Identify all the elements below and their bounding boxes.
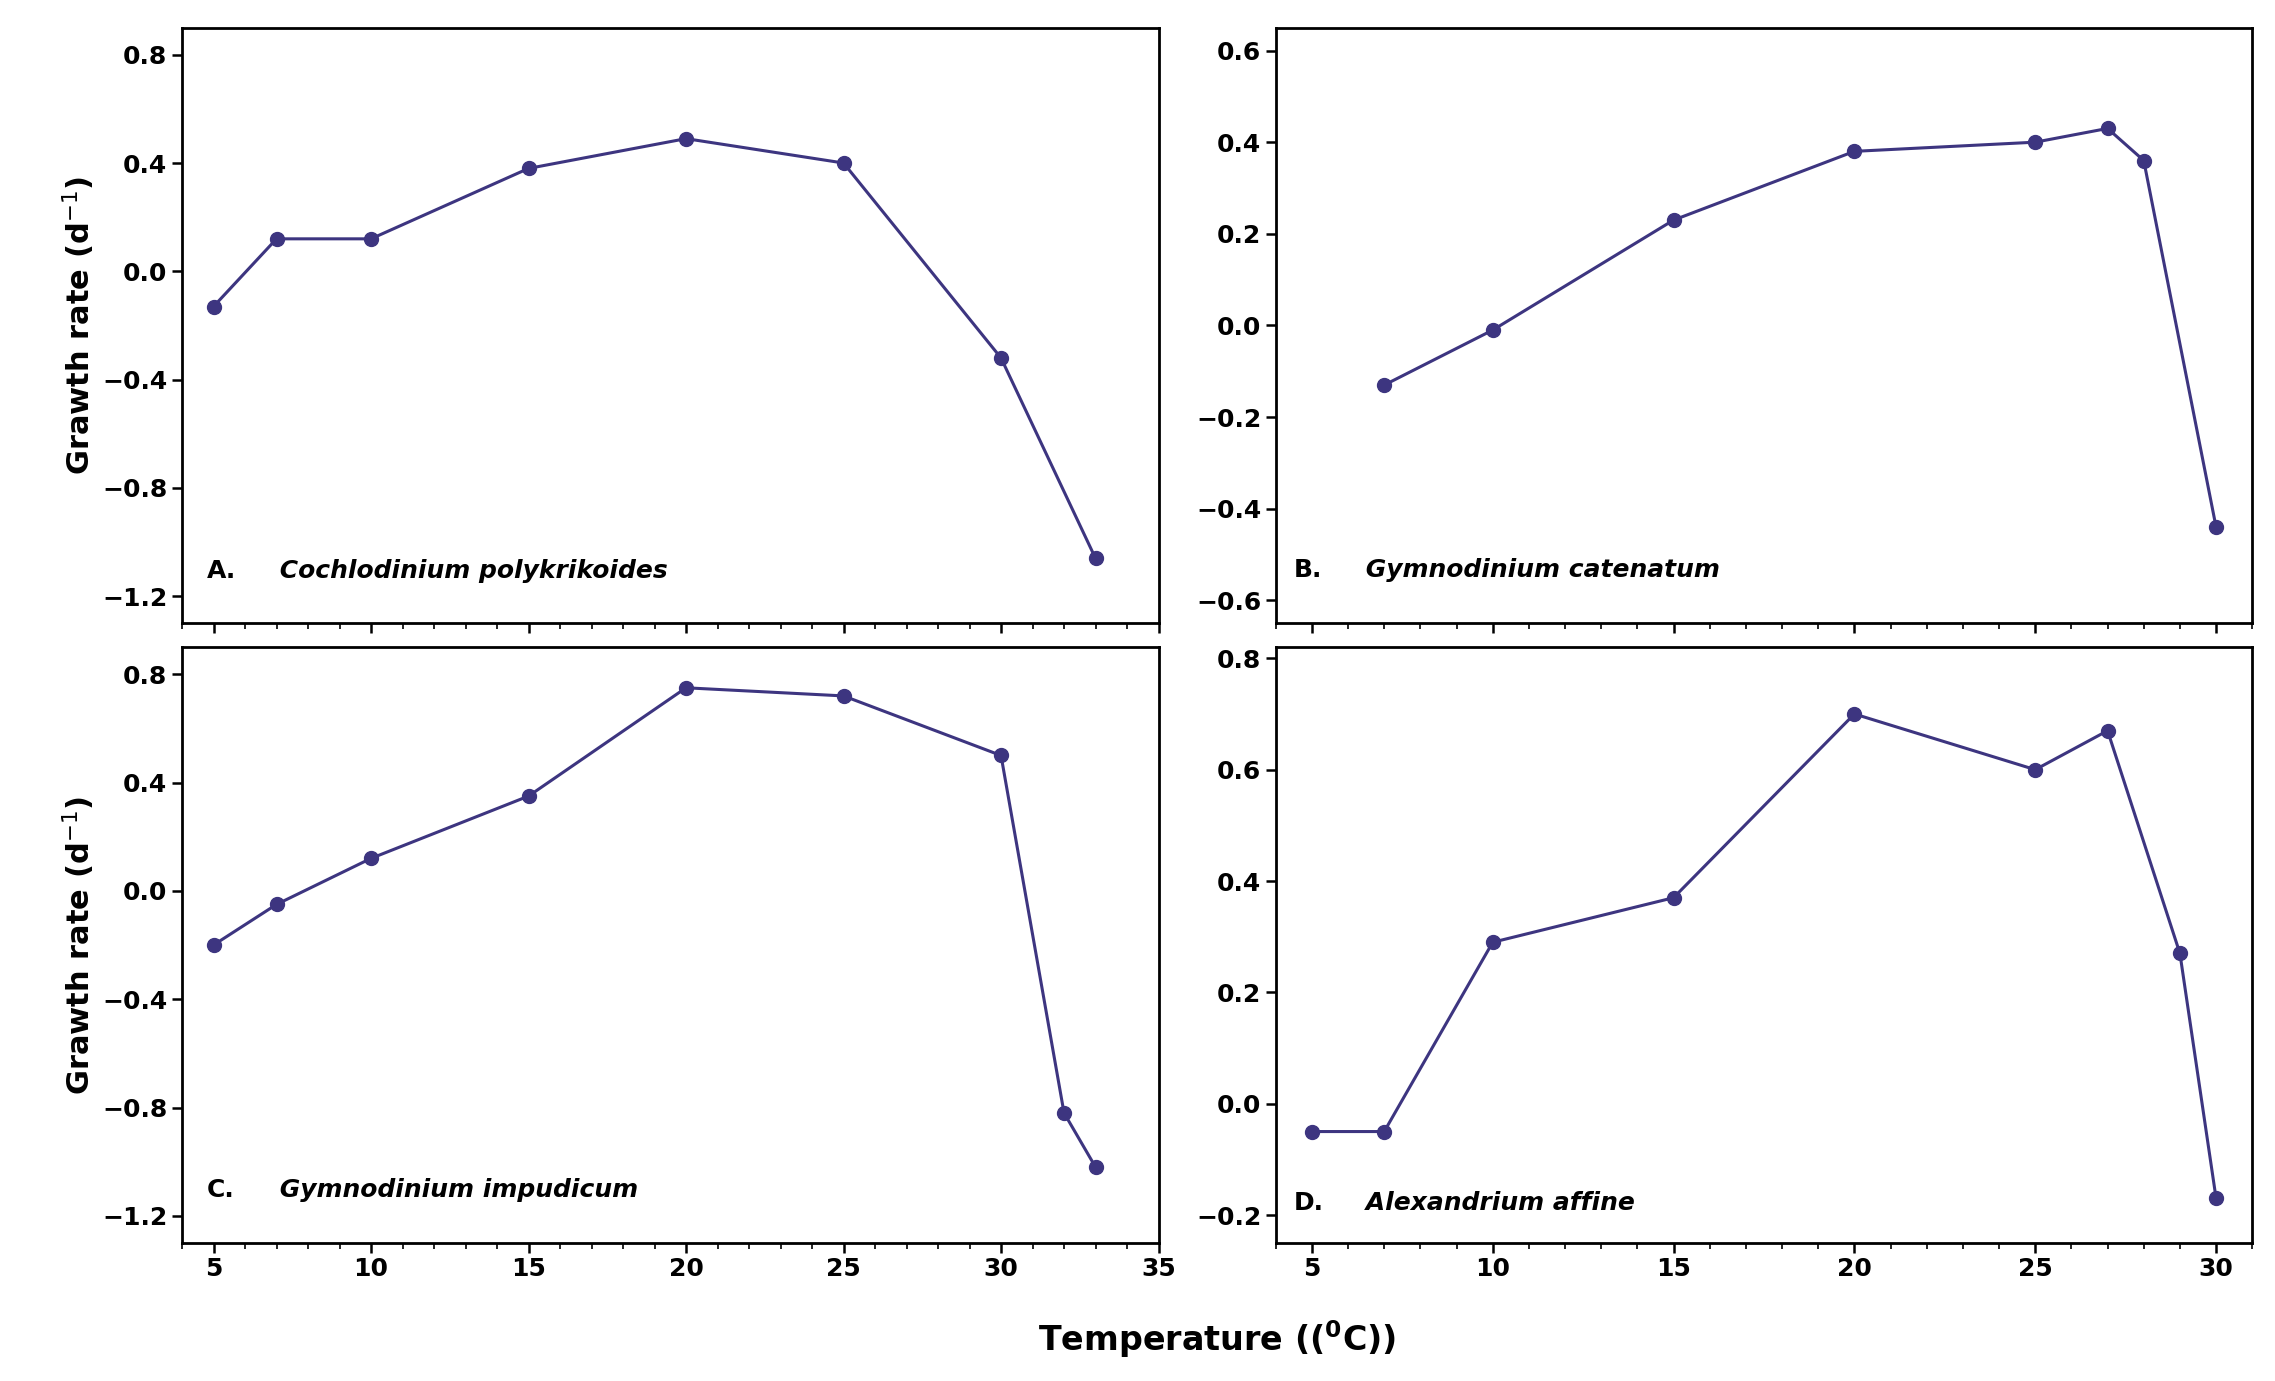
- Text: Gymnodinium impudicum: Gymnodinium impudicum: [271, 1178, 637, 1203]
- Text: Gymnodinium catenatum: Gymnodinium catenatum: [1358, 558, 1720, 583]
- Text: Alexandrium affine: Alexandrium affine: [1358, 1190, 1636, 1215]
- Text: C.: C.: [207, 1178, 234, 1203]
- Text: B.: B.: [1294, 558, 1322, 583]
- Y-axis label: Grawth rate (d$^{-1}$): Grawth rate (d$^{-1}$): [59, 175, 96, 475]
- Text: Temperature ($\mathregular{(^0C)}$): Temperature ($\mathregular{(^0C)}$): [1037, 1319, 1397, 1360]
- Text: Cochlodinium polykrikoides: Cochlodinium polykrikoides: [271, 559, 667, 583]
- Text: A.: A.: [207, 559, 237, 583]
- Text: D.: D.: [1294, 1190, 1324, 1215]
- Y-axis label: Grawth rate (d$^{-1}$): Grawth rate (d$^{-1}$): [59, 795, 96, 1095]
